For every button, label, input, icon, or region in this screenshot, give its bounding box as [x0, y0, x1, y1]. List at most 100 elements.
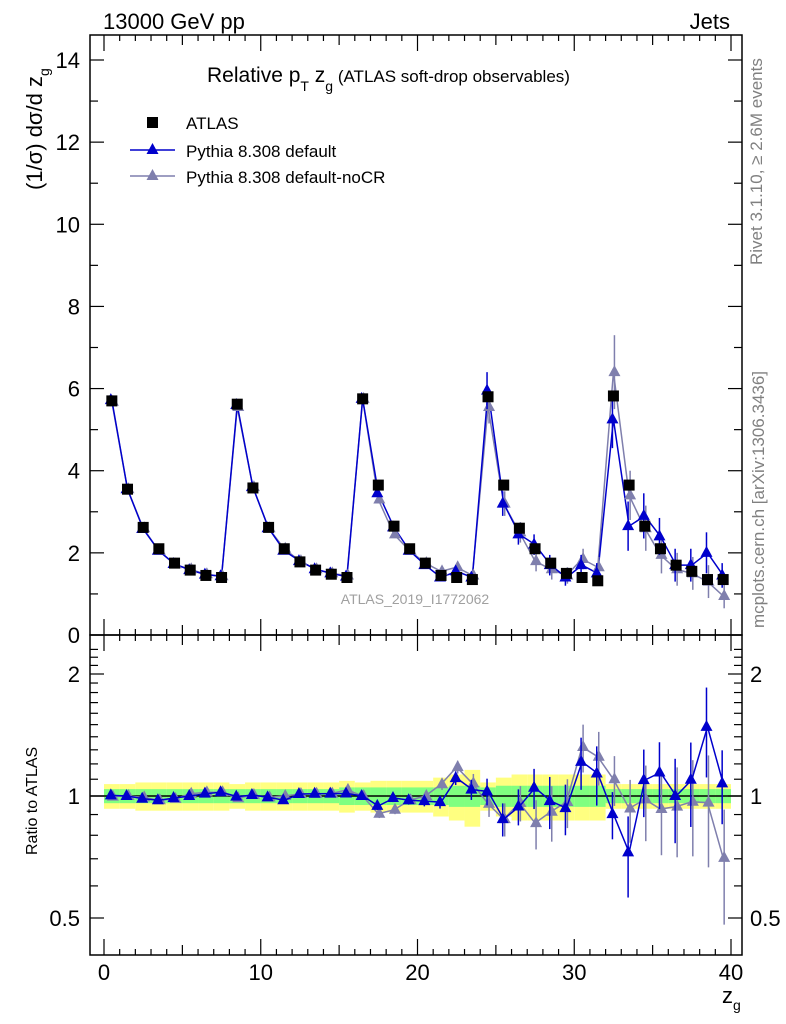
point-nocr	[373, 492, 386, 504]
point-atlas	[482, 391, 494, 403]
legend-label-atlas: ATLAS	[186, 114, 239, 133]
point-atlas	[200, 569, 212, 581]
ratio-point-nocr	[686, 794, 699, 806]
point-atlas	[216, 572, 228, 583]
ratio-y-axis-label: Ratio to ATLAS	[24, 747, 41, 855]
y-tick-label: 12	[56, 130, 80, 155]
legend-marker-nocr	[146, 169, 159, 180]
point-atlas	[576, 572, 588, 583]
x-tick-label: 20	[405, 960, 429, 985]
point-default	[637, 508, 650, 520]
process-label: Jets	[690, 9, 730, 34]
point-atlas	[592, 575, 604, 587]
point-atlas	[498, 479, 510, 491]
ratio-point-default	[512, 799, 525, 811]
collision-label: 13000 GeV pp	[103, 9, 245, 34]
x-axis-label: zg	[722, 983, 741, 1013]
ratio-point-nocr	[592, 749, 605, 761]
series-line-default	[111, 390, 724, 579]
y-tick-label: 14	[56, 48, 80, 73]
point-atlas	[639, 520, 651, 532]
analysis-id: ATLAS_2019_I1772062	[341, 591, 490, 607]
point-nocr	[530, 554, 543, 566]
legend-marker-atlas	[147, 117, 158, 128]
ratio-point-default	[496, 812, 509, 824]
point-atlas	[654, 543, 666, 555]
point-atlas	[466, 574, 478, 586]
point-nocr	[624, 488, 637, 500]
ratio-plot: 0.5 0.5 1 1 2 2	[49, 648, 781, 931]
ratio-line-default	[111, 724, 724, 855]
point-default	[575, 558, 588, 570]
plot-title: Relative pT zg (ATLAS soft-drop observab…	[207, 64, 570, 94]
point-atlas	[404, 543, 416, 555]
point-default	[590, 566, 603, 578]
ratio-point-default	[637, 773, 650, 785]
ratio-point-nocr	[545, 804, 558, 816]
point-default	[622, 519, 635, 531]
point-atlas	[310, 564, 322, 576]
ratio-point-nocr	[624, 801, 637, 813]
y-tick-label: 4	[68, 459, 80, 484]
point-atlas	[717, 574, 729, 586]
ratio-point-nocr	[718, 850, 731, 862]
point-default	[371, 486, 384, 498]
ratio-point-default	[198, 786, 211, 798]
ratio-point-default	[230, 789, 243, 801]
point-atlas	[607, 390, 619, 402]
ratio-point-default	[434, 795, 447, 807]
ratio-point-default	[559, 801, 572, 813]
ratio-point-default	[528, 780, 541, 792]
x-tick-label: 10	[249, 960, 273, 985]
ratio-point-nocr	[373, 806, 386, 818]
point-atlas	[623, 479, 635, 491]
point-nocr	[483, 400, 496, 412]
point-default	[606, 412, 619, 424]
ratio-point-nocr	[436, 777, 449, 789]
ratio-point-default	[386, 791, 399, 803]
ratio-point-default	[653, 765, 666, 777]
ratio-point-default	[324, 786, 337, 798]
ratio-tick-label-right: 2	[750, 662, 762, 687]
point-atlas	[435, 569, 447, 581]
ratio-point-default	[355, 789, 368, 800]
point-atlas	[670, 559, 682, 571]
ratio-point-default	[151, 793, 164, 805]
point-nocr	[718, 588, 731, 600]
x-tick-label: 30	[562, 960, 586, 985]
point-atlas	[701, 574, 713, 586]
ratio-point-default	[245, 788, 258, 800]
ratio-point-default	[669, 789, 682, 800]
ratio-point-default	[700, 719, 713, 731]
point-atlas	[451, 572, 463, 583]
ratio-point-default	[136, 791, 149, 803]
point-atlas	[560, 567, 572, 579]
ratio-point-default	[371, 798, 384, 810]
point-atlas	[686, 565, 698, 577]
ratio-point-default	[120, 789, 133, 800]
ratio-point-default	[606, 807, 619, 819]
ratio-tick-label-left: 0.5	[49, 906, 80, 931]
point-atlas	[372, 479, 384, 491]
mcplots-label: mcplots.cern.ch [arXiv:1306.3436]	[749, 371, 768, 628]
ratio-point-default	[308, 786, 321, 798]
point-atlas	[388, 520, 400, 532]
ratio-point-nocr	[451, 760, 464, 772]
point-atlas	[325, 568, 337, 580]
y-tick-label: 6	[68, 377, 80, 402]
legend: ATLAS Pythia 8.308 default Pythia 8.308 …	[130, 114, 385, 187]
ratio-point-default	[104, 788, 117, 800]
y-axis-label: (1/σ) dσ/d zg	[22, 68, 52, 190]
point-atlas	[294, 556, 306, 568]
ratio-point-default	[622, 845, 635, 857]
ratio-point-default	[575, 754, 588, 766]
point-atlas	[263, 521, 275, 533]
ratio-point-default	[167, 791, 180, 803]
ratio-point-default	[418, 794, 431, 806]
ratio-point-nocr	[530, 816, 543, 828]
y-tick-label: 8	[68, 294, 80, 319]
point-atlas	[419, 557, 431, 569]
ratio-point-nocr	[388, 802, 401, 814]
